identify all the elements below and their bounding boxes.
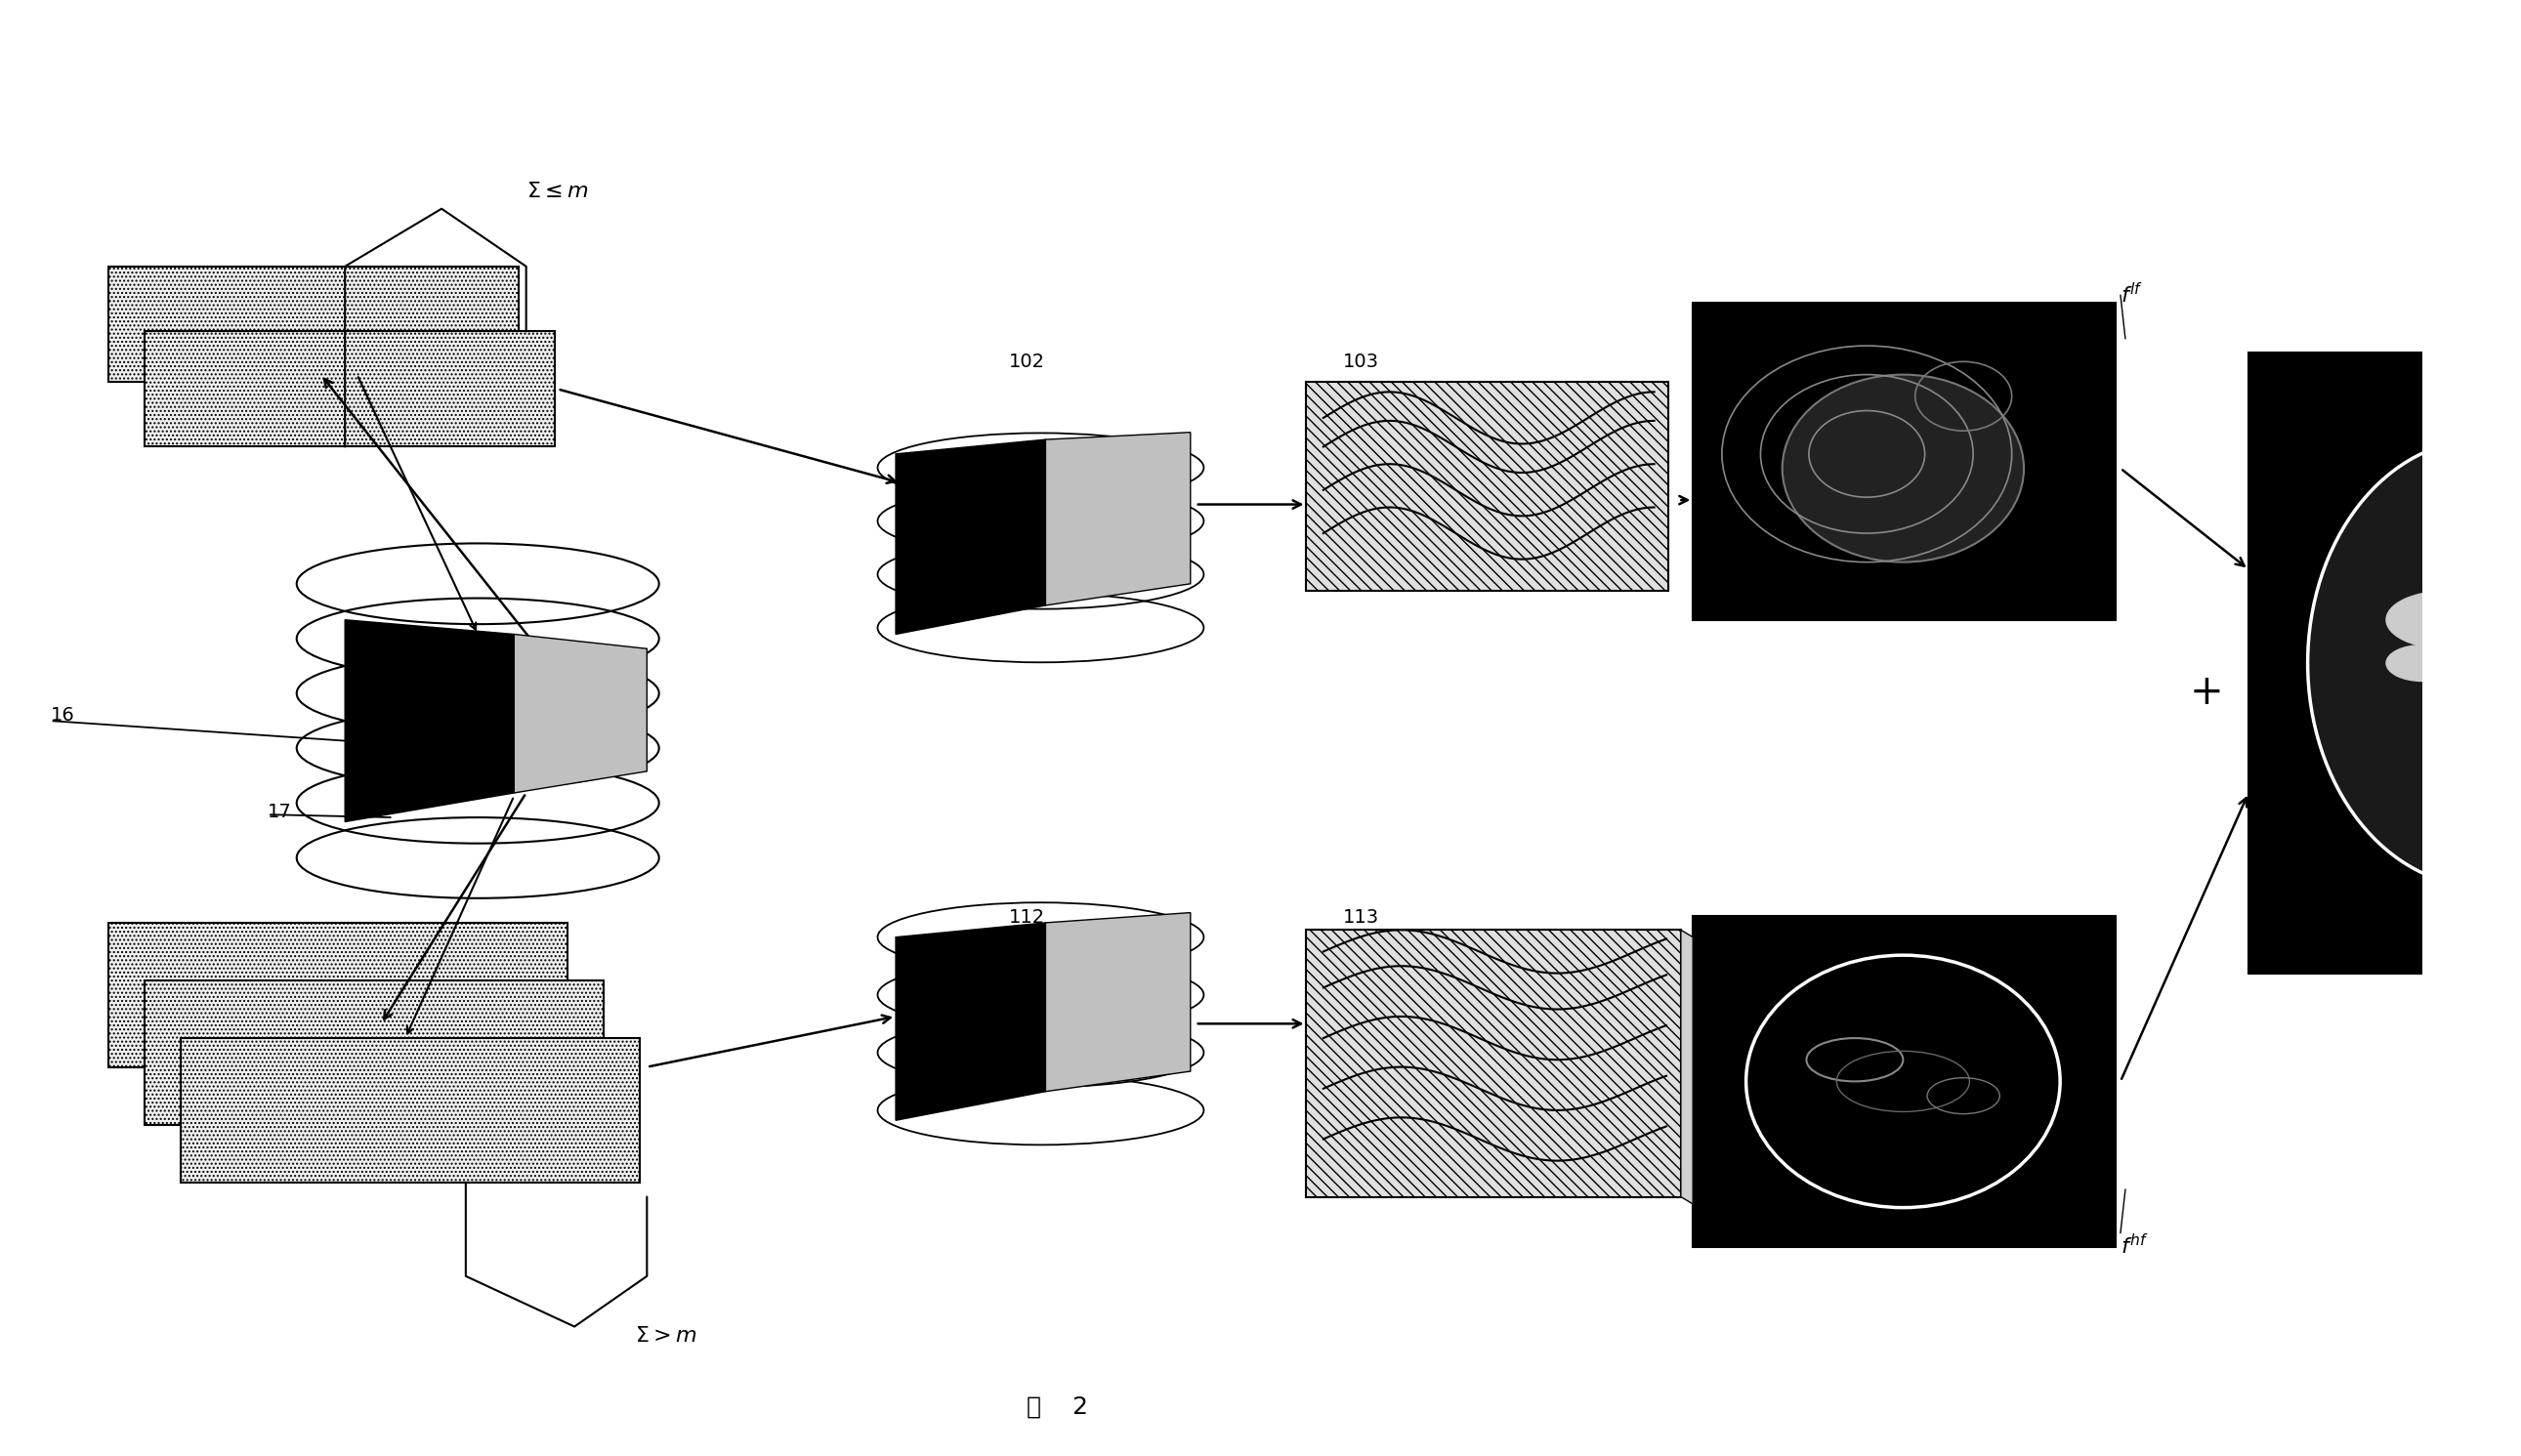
Text: $+$: $+$	[2188, 671, 2221, 712]
Text: 图    2: 图 2	[1026, 1395, 1089, 1418]
Polygon shape	[895, 923, 1046, 1120]
Ellipse shape	[2387, 591, 2506, 649]
Text: 112: 112	[1008, 909, 1046, 926]
Text: 103: 103	[1344, 352, 1379, 371]
Text: 101: 101	[557, 673, 592, 692]
Text: $f^{lf}$: $f^{lf}$	[2120, 282, 2143, 306]
Bar	[182, 1038, 640, 1182]
Polygon shape	[895, 440, 1046, 635]
Polygon shape	[1682, 930, 1694, 1204]
Polygon shape	[1046, 432, 1190, 606]
Ellipse shape	[2466, 644, 2521, 683]
Bar	[108, 266, 519, 381]
Text: 113: 113	[1344, 909, 1379, 926]
Bar	[1306, 381, 1669, 591]
Bar	[2249, 352, 2521, 973]
Bar	[108, 923, 567, 1067]
Bar	[144, 980, 603, 1124]
Text: y(s): y(s)	[557, 734, 595, 754]
Bar	[1694, 916, 2115, 1248]
Bar	[144, 332, 555, 447]
Text: 16: 16	[50, 706, 76, 725]
Text: 17: 17	[267, 802, 292, 821]
Ellipse shape	[2307, 440, 2521, 887]
Polygon shape	[514, 635, 648, 794]
Text: $\Sigma>m$: $\Sigma>m$	[635, 1326, 696, 1345]
Bar	[1306, 930, 1682, 1197]
Ellipse shape	[2387, 645, 2458, 681]
Text: $\Sigma\leq m$: $\Sigma\leq m$	[527, 182, 587, 201]
Polygon shape	[1046, 913, 1190, 1092]
Text: 102: 102	[1008, 352, 1046, 371]
Text: $f^{hf}$: $f^{hf}$	[2120, 1233, 2148, 1258]
Bar	[1694, 303, 2115, 620]
Ellipse shape	[1782, 374, 2024, 562]
Polygon shape	[345, 620, 514, 821]
